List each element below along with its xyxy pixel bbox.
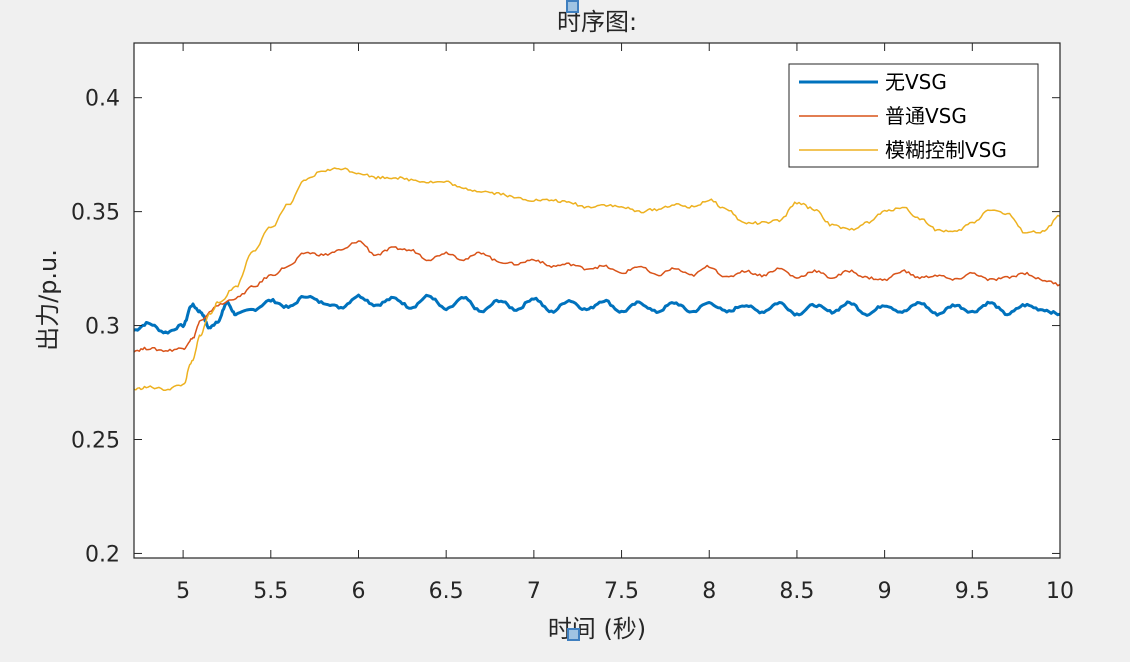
y-tick-label: 0.4 — [85, 87, 120, 112]
y-axis-label: 出力/p.u. — [34, 249, 62, 351]
x-axis-label: 时间 (秒) — [548, 615, 646, 643]
legend-label-2: 普通VSG — [885, 104, 967, 128]
x-tick-label: 6 — [351, 579, 365, 604]
y-tick-label: 0.25 — [71, 429, 120, 454]
series-line-3 — [133, 167, 1061, 391]
y-tick-label: 0.3 — [85, 315, 120, 340]
x-tick-label: 7 — [527, 579, 541, 604]
x-tick-label: 9 — [878, 579, 892, 604]
x-tick-label: 5.5 — [253, 579, 288, 604]
x-ticks: 5 5.5 6 6.5 7 7.5 8 8.5 9 9.5 10 — [176, 43, 1074, 604]
x-tick-label: 9.5 — [955, 579, 990, 604]
series-layer — [133, 167, 1061, 391]
legend-label-3: 模糊控制VSG — [885, 138, 1007, 162]
title-edit-handle[interactable] — [566, 0, 579, 13]
y-tick-label: 0.35 — [71, 201, 120, 226]
y-tick-label: 0.2 — [85, 542, 120, 567]
x-tick-label: 10 — [1046, 579, 1074, 604]
x-tick-label: 7.5 — [604, 579, 639, 604]
y-ticks: 0.2 0.25 0.3 0.35 0.4 — [71, 87, 1060, 567]
x-tick-label: 5 — [176, 579, 190, 604]
x-tick-label: 8 — [702, 579, 716, 604]
x-tick-label: 6.5 — [429, 579, 464, 604]
legend[interactable]: 无VSG 普通VSG 模糊控制VSG — [788, 63, 1039, 168]
axes-box — [133, 42, 1061, 559]
xlabel-edit-handle[interactable] — [567, 628, 580, 641]
x-tick-label: 8.5 — [779, 579, 814, 604]
series-line-1 — [133, 293, 1061, 335]
series-line-2 — [133, 240, 1061, 353]
legend-label-1: 无VSG — [885, 70, 947, 94]
